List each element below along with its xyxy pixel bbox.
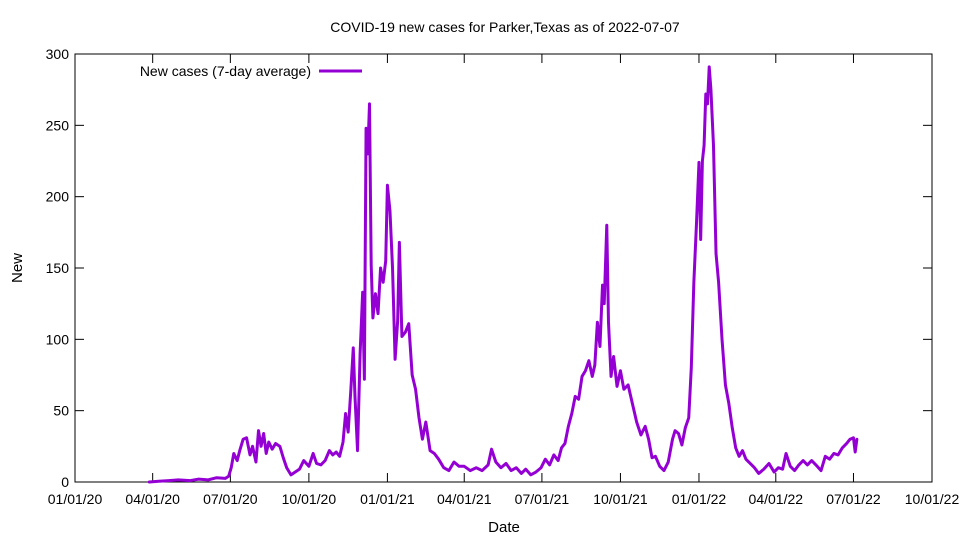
- y-tick-label: 100: [46, 331, 70, 347]
- chart-title: COVID-19 new cases for Parker,Texas as o…: [330, 19, 680, 35]
- y-axis: 0 50 100 150 200 250 300: [46, 46, 932, 490]
- x-tick-label: 10/01/21: [593, 491, 648, 507]
- y-tick-label: 150: [46, 260, 70, 276]
- y-tick-label: 250: [46, 117, 70, 133]
- plot-frame: [74, 53, 933, 483]
- x-tick-label: 04/01/22: [749, 491, 804, 507]
- y-axis-title: New: [9, 253, 26, 283]
- x-tick-label: 04/01/20: [125, 491, 180, 507]
- legend-label: New cases (7-day average): [140, 63, 311, 79]
- series-line: [147, 65, 859, 484]
- x-tick-label: 07/01/21: [515, 491, 570, 507]
- x-tick-label: 01/01/21: [360, 491, 415, 507]
- x-axis: 01/01/20 04/01/20 07/01/20 10/01/20 01/01/21…: [48, 54, 960, 507]
- legend: New cases (7-day average): [140, 63, 362, 79]
- x-tick-label: 04/01/21: [437, 491, 492, 507]
- x-tick-label: 10/01/20: [282, 491, 337, 507]
- x-tick-label: 07/01/20: [203, 491, 258, 507]
- x-tick-label: 01/01/20: [48, 491, 103, 507]
- y-tick-label: 200: [46, 189, 70, 205]
- x-axis-title: Date: [488, 519, 520, 536]
- y-tick-label: 300: [46, 46, 70, 62]
- x-tick-label: 01/01/22: [672, 491, 727, 507]
- y-tick-label: 50: [53, 403, 69, 419]
- y-tick-label: 0: [61, 474, 69, 490]
- x-tick-label: 10/01/22: [905, 491, 960, 507]
- x-tick-label: 07/01/22: [826, 491, 881, 507]
